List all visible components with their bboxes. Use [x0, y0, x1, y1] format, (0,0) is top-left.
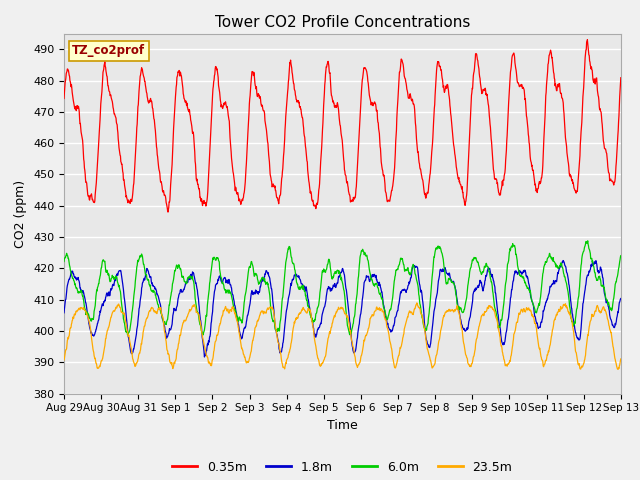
- Title: Tower CO2 Profile Concentrations: Tower CO2 Profile Concentrations: [214, 15, 470, 30]
- Text: TZ_co2prof: TZ_co2prof: [72, 44, 145, 58]
- Y-axis label: CO2 (ppm): CO2 (ppm): [15, 180, 28, 248]
- Legend: 0.35m, 1.8m, 6.0m, 23.5m: 0.35m, 1.8m, 6.0m, 23.5m: [167, 456, 518, 479]
- X-axis label: Time: Time: [327, 419, 358, 432]
